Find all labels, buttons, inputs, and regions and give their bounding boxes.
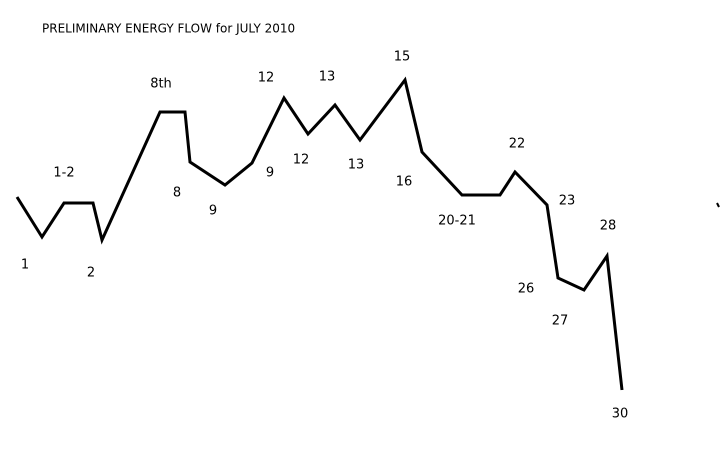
title: PRELIMINARY ENERGY FLOW for JULY 2010 (42, 22, 295, 36)
day-label: 13 (319, 70, 336, 85)
day-label: 9 (209, 204, 217, 219)
day-label: 23 (559, 194, 576, 209)
day-label: 2 (87, 266, 95, 281)
labels: 1 1-2 2 8th 8 9 12 9 12 13 13 15 16 20-21 22 23 26 27 28 30 (21, 50, 628, 422)
energy-flow-line (15, 76, 624, 391)
day-label: 12 (258, 71, 275, 86)
day-label: 26 (518, 282, 535, 297)
day-label: 30 (612, 407, 629, 422)
day-label: 8 (173, 186, 181, 201)
day-label: 27 (552, 314, 569, 329)
edge-mark (716, 202, 720, 208)
day-label: 20-21 (438, 214, 476, 229)
day-label: 13 (348, 158, 365, 173)
day-label: 8th (150, 77, 172, 92)
day-label: 9 (266, 166, 274, 181)
day-label: 16 (396, 175, 413, 190)
day-label: 1 (21, 258, 29, 273)
day-label: 1-2 (53, 166, 74, 181)
day-label: 12 (293, 153, 310, 168)
day-label: 15 (394, 50, 411, 65)
day-label: 28 (600, 219, 617, 234)
day-label: 22 (509, 137, 526, 152)
